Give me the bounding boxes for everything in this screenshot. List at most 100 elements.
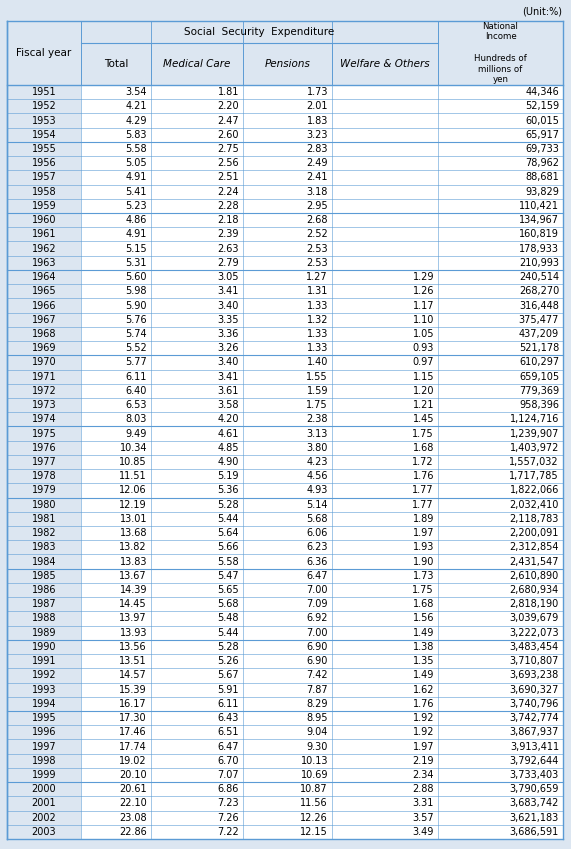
Text: 3,710,807: 3,710,807: [510, 656, 559, 666]
Bar: [81, 668, 151, 683]
Bar: [243, 184, 332, 199]
Bar: [81, 640, 151, 654]
Text: 12.06: 12.06: [119, 486, 147, 496]
Text: 1990: 1990: [32, 642, 57, 652]
Bar: [243, 796, 332, 811]
Text: 12.26: 12.26: [300, 812, 328, 823]
Text: 178,933: 178,933: [519, 244, 559, 254]
Bar: [438, 796, 563, 811]
Bar: [7, 796, 81, 811]
Bar: [151, 583, 243, 597]
Bar: [7, 654, 81, 668]
Text: 3,733,403: 3,733,403: [510, 770, 559, 780]
Text: 1.97: 1.97: [412, 528, 434, 538]
Bar: [81, 341, 151, 355]
Text: 1.81: 1.81: [218, 87, 239, 97]
Bar: [438, 697, 563, 711]
Bar: [438, 739, 563, 754]
Text: 1962: 1962: [31, 244, 57, 254]
Text: 1.93: 1.93: [413, 543, 434, 553]
Bar: [151, 156, 243, 171]
Text: 3,222,073: 3,222,073: [509, 627, 559, 638]
Bar: [151, 241, 243, 256]
Text: 4.20: 4.20: [218, 414, 239, 424]
Bar: [151, 184, 243, 199]
Text: 2,610,890: 2,610,890: [510, 571, 559, 581]
Bar: [243, 369, 332, 384]
Text: 3.26: 3.26: [218, 343, 239, 353]
Bar: [438, 498, 563, 512]
Bar: [438, 441, 563, 455]
Bar: [81, 782, 151, 796]
Text: 5.67: 5.67: [218, 671, 239, 680]
Bar: [81, 626, 151, 640]
Text: 5.68: 5.68: [218, 599, 239, 610]
Text: 3.41: 3.41: [218, 372, 239, 382]
Bar: [151, 824, 243, 839]
Text: 10.85: 10.85: [119, 457, 147, 467]
Text: 6.86: 6.86: [218, 784, 239, 794]
Text: 17.46: 17.46: [119, 728, 147, 737]
Text: 5.44: 5.44: [218, 514, 239, 524]
Text: 1987: 1987: [31, 599, 57, 610]
Text: 5.41: 5.41: [126, 187, 147, 197]
Text: 1982: 1982: [31, 528, 57, 538]
Bar: [243, 142, 332, 156]
Text: 1.29: 1.29: [412, 272, 434, 282]
Text: 1.92: 1.92: [412, 713, 434, 723]
Text: 2.60: 2.60: [218, 130, 239, 140]
Bar: [151, 327, 243, 341]
Bar: [438, 213, 563, 228]
Bar: [438, 483, 563, 498]
Text: 7.23: 7.23: [218, 798, 239, 808]
Text: 7.09: 7.09: [307, 599, 328, 610]
Bar: [151, 284, 243, 298]
Text: 1.45: 1.45: [412, 414, 434, 424]
Text: 7.42: 7.42: [307, 671, 328, 680]
Text: 1.15: 1.15: [412, 372, 434, 382]
Text: 13.67: 13.67: [119, 571, 147, 581]
Bar: [151, 811, 243, 824]
Bar: [7, 611, 81, 626]
Bar: [243, 469, 332, 483]
Bar: [438, 767, 563, 782]
Text: 1997: 1997: [31, 741, 57, 751]
Bar: [438, 754, 563, 767]
Bar: [332, 270, 438, 284]
Bar: [243, 413, 332, 426]
Bar: [151, 526, 243, 540]
Text: 7.00: 7.00: [307, 627, 328, 638]
Text: 2.20: 2.20: [218, 101, 239, 111]
Text: Total: Total: [104, 59, 128, 69]
Text: 4.86: 4.86: [126, 215, 147, 225]
Bar: [81, 426, 151, 441]
Text: 2,312,854: 2,312,854: [509, 543, 559, 553]
Bar: [438, 426, 563, 441]
Text: 1980: 1980: [32, 500, 57, 509]
Bar: [81, 369, 151, 384]
Text: 1979: 1979: [31, 486, 57, 496]
Bar: [81, 241, 151, 256]
Bar: [332, 455, 438, 469]
Bar: [438, 256, 563, 270]
Bar: [81, 270, 151, 284]
Text: 5.58: 5.58: [218, 557, 239, 566]
Text: 2.63: 2.63: [218, 244, 239, 254]
Text: 3.23: 3.23: [307, 130, 328, 140]
Text: 5.90: 5.90: [126, 301, 147, 311]
Bar: [332, 341, 438, 355]
Text: 2.83: 2.83: [307, 144, 328, 154]
Bar: [81, 114, 151, 127]
Text: 1.68: 1.68: [413, 443, 434, 453]
Bar: [332, 796, 438, 811]
Bar: [7, 824, 81, 839]
Bar: [438, 327, 563, 341]
Text: 7.07: 7.07: [218, 770, 239, 780]
Text: 1.76: 1.76: [412, 699, 434, 709]
Text: 316,448: 316,448: [519, 301, 559, 311]
Bar: [438, 85, 563, 99]
Text: 5.19: 5.19: [218, 471, 239, 481]
Bar: [81, 156, 151, 171]
Text: 1,557,032: 1,557,032: [509, 457, 559, 467]
Text: 1971: 1971: [31, 372, 57, 382]
